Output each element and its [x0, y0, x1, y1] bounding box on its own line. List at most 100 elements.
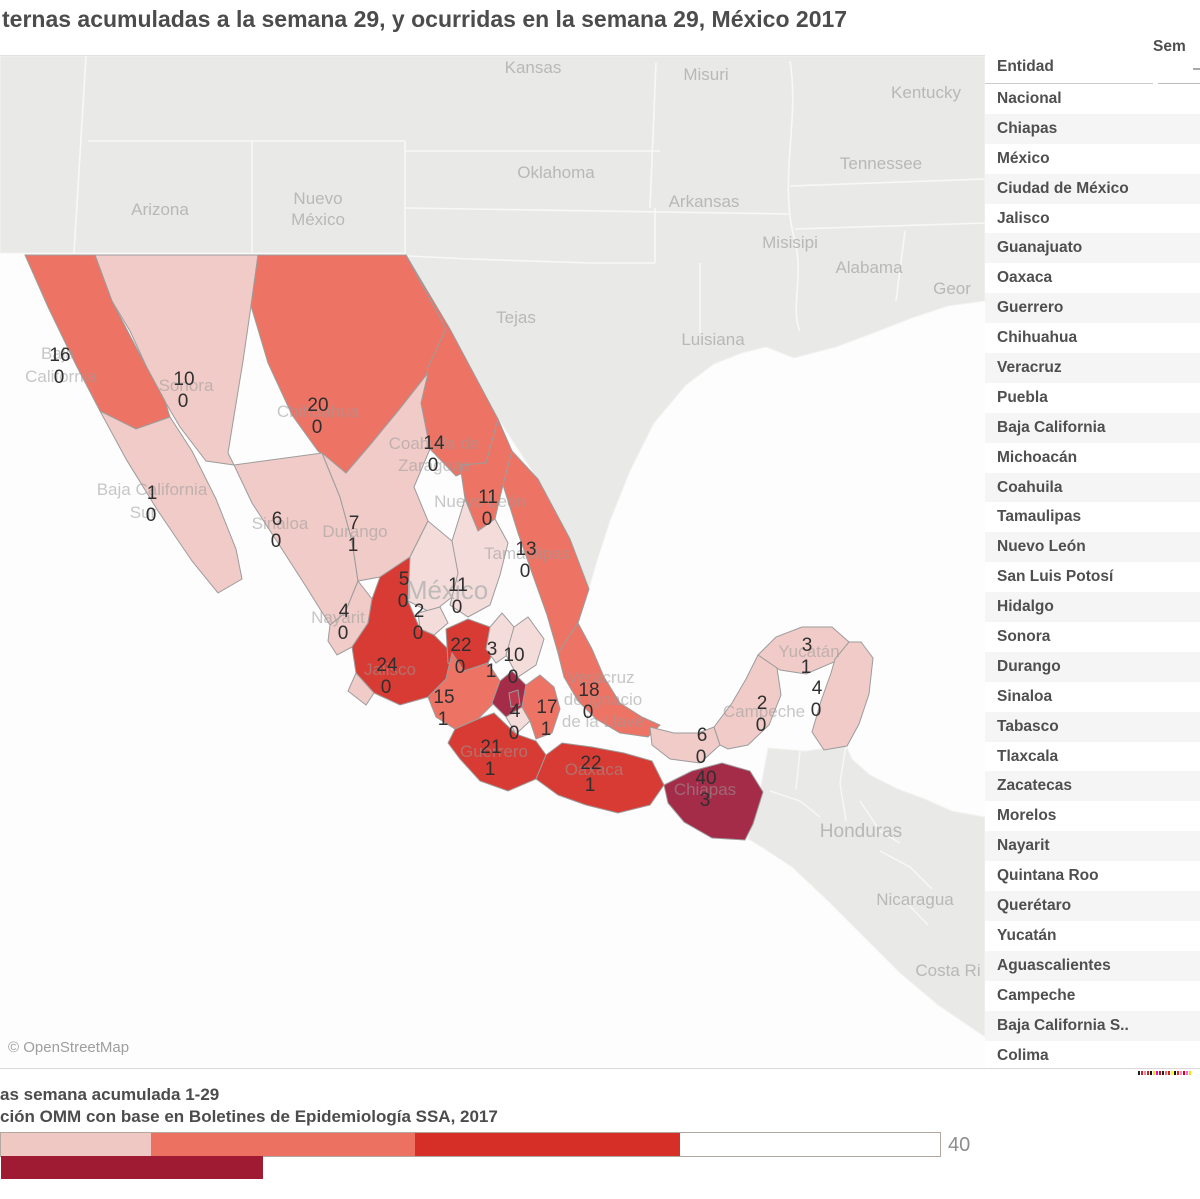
sort-indicator — [1193, 68, 1200, 70]
value-acumulada: 17 — [536, 697, 557, 718]
state-Ciudad de México[interactable] — [508, 689, 521, 708]
state-name-label: Guerrero — [460, 742, 528, 761]
value-semana: 0 — [520, 561, 531, 582]
table-row[interactable]: Campeche — [997, 986, 1076, 1004]
table-row[interactable]: Querétaro — [985, 891, 1200, 921]
table-row[interactable]: Zacatecas — [985, 771, 1200, 802]
state-name-label: Yucatán — [778, 642, 839, 661]
value-semana: 0 — [428, 455, 439, 476]
table-row[interactable]: Yucatán — [997, 926, 1057, 944]
map-attribution[interactable]: © OpenStreetMap — [8, 1039, 130, 1056]
choropleth-map[interactable]: Baja California Sonora Chihuahua Coahuila de… — [0, 55, 986, 1070]
table-row[interactable]: Tlaxcala — [997, 747, 1059, 765]
value-semana: 0 — [312, 417, 323, 438]
state-name-label: Nuevo León — [434, 492, 526, 511]
table-row[interactable]: Ciudad de México — [985, 173, 1200, 204]
legend-step — [1, 1156, 263, 1179]
us-state-border — [649, 62, 657, 209]
value-acumulada: 40 — [695, 768, 716, 789]
state-Durango[interactable] — [321, 372, 431, 582]
country-border — [904, 900, 929, 926]
value-semana: 0 — [811, 700, 822, 721]
table-row[interactable]: Sinaloa — [997, 687, 1053, 705]
value-semana: 1 — [348, 535, 359, 556]
table-row[interactable]: Nuevo León — [985, 532, 1200, 563]
state-name-label: Zaragoza — [398, 456, 470, 475]
legend-max-label: 40 — [948, 1134, 971, 1156]
value-acumulada: 6 — [697, 725, 708, 746]
state-name-label: Baja California — [97, 480, 208, 499]
table-row[interactable]: Aguascalientes — [985, 950, 1200, 981]
table-row[interactable]: Durango — [985, 651, 1200, 682]
us-state-border — [73, 55, 87, 254]
table-row[interactable]: Chihuahua — [997, 329, 1078, 347]
state-Quintana Roo[interactable] — [811, 641, 874, 751]
state-Campeche[interactable] — [713, 654, 782, 750]
value-acumulada: 6 — [272, 509, 283, 530]
state-San Luis Potosí[interactable] — [449, 497, 509, 618]
value-acumulada: 11 — [448, 575, 468, 596]
value-semana: 0 — [455, 657, 466, 678]
state-Hidalgo[interactable] — [505, 616, 545, 678]
table-row[interactable]: México — [997, 149, 1050, 167]
country-border — [879, 850, 933, 890]
value-semana: 0 — [381, 677, 392, 698]
table-row[interactable]: Nacional — [997, 90, 1062, 107]
table-row[interactable]: Jalisco — [997, 209, 1050, 227]
state-name-label: Sonora — [159, 376, 214, 395]
column-header-entidad[interactable]: Entidad — [997, 58, 1054, 75]
state-Oaxaca[interactable] — [535, 742, 665, 814]
value-acumulada: 14 — [423, 433, 445, 454]
map-canvas[interactable]: Baja California Sonora Chihuahua Coahuila de… — [0, 55, 986, 1070]
us-state-border — [794, 222, 986, 230]
table-row[interactable]: Baja California S.. — [985, 1010, 1200, 1041]
table-row[interactable]: Oaxaca — [997, 269, 1053, 287]
state-name-label: Tamaulipas — [484, 544, 570, 563]
table-row[interactable]: Michoacán — [997, 448, 1078, 466]
state-Puebla[interactable] — [521, 674, 561, 740]
value-semana: 3 — [700, 790, 711, 811]
state-Veracruz[interactable] — [557, 622, 661, 738]
table-row[interactable]: Nayarit — [985, 831, 1200, 862]
table-row[interactable]: Coahuila — [985, 472, 1200, 503]
value-semana: 1 — [541, 719, 552, 740]
value-acumulada: 10 — [503, 645, 524, 666]
value-acumulada: 4 — [339, 601, 350, 622]
table-row[interactable]: Puebla — [997, 388, 1048, 406]
table-row[interactable]: Tamaulipas — [997, 508, 1082, 526]
table-row[interactable]: Quintana Roo — [997, 867, 1099, 885]
table-row[interactable]: Guanajuato — [985, 233, 1200, 264]
table-row[interactable]: Guerrero — [985, 293, 1200, 324]
country-border — [839, 744, 847, 822]
color-legend — [0, 1132, 941, 1179]
value-acumulada: 4 — [510, 701, 521, 722]
value-acumulada: 1 — [147, 483, 158, 504]
value-acumulada: 22 — [580, 753, 601, 774]
table-row[interactable]: Colima — [997, 1046, 1049, 1064]
state-Jalisco[interactable] — [351, 556, 453, 706]
state-Colima[interactable] — [347, 672, 375, 706]
state-name-label: Durango — [322, 522, 387, 541]
state-Chiapas[interactable] — [663, 762, 764, 841]
table-row[interactable]: Tabasco — [985, 711, 1200, 742]
context-label: Kansas — [505, 58, 562, 77]
legend-title: as semana acumulada 1-29 — [0, 1085, 220, 1104]
table-row[interactable]: San Luis Potosí — [997, 568, 1114, 586]
table-row[interactable]: Baja California — [985, 412, 1200, 443]
state-Aguascalientes[interactable] — [417, 606, 449, 636]
context-label: Alabama — [835, 258, 903, 277]
table-row[interactable]: Sonora — [997, 628, 1051, 646]
state-Coahuila[interactable] — [405, 254, 499, 477]
table-row[interactable]: Veracruz — [985, 353, 1200, 383]
table-row[interactable]: Chiapas — [985, 113, 1200, 144]
us-state-border — [789, 178, 986, 187]
value-acumulada: 24 — [376, 655, 398, 676]
table-row[interactable]: Hidalgo — [985, 592, 1200, 623]
column-header-semana[interactable]: Sem — [1153, 38, 1186, 55]
value-acumulada: 20 — [307, 395, 328, 416]
us-state-border — [895, 230, 906, 302]
state-Baja California Sur[interactable] — [98, 409, 243, 594]
table-row[interactable]: Morelos — [997, 807, 1057, 825]
state-Tabasco[interactable] — [649, 726, 721, 764]
